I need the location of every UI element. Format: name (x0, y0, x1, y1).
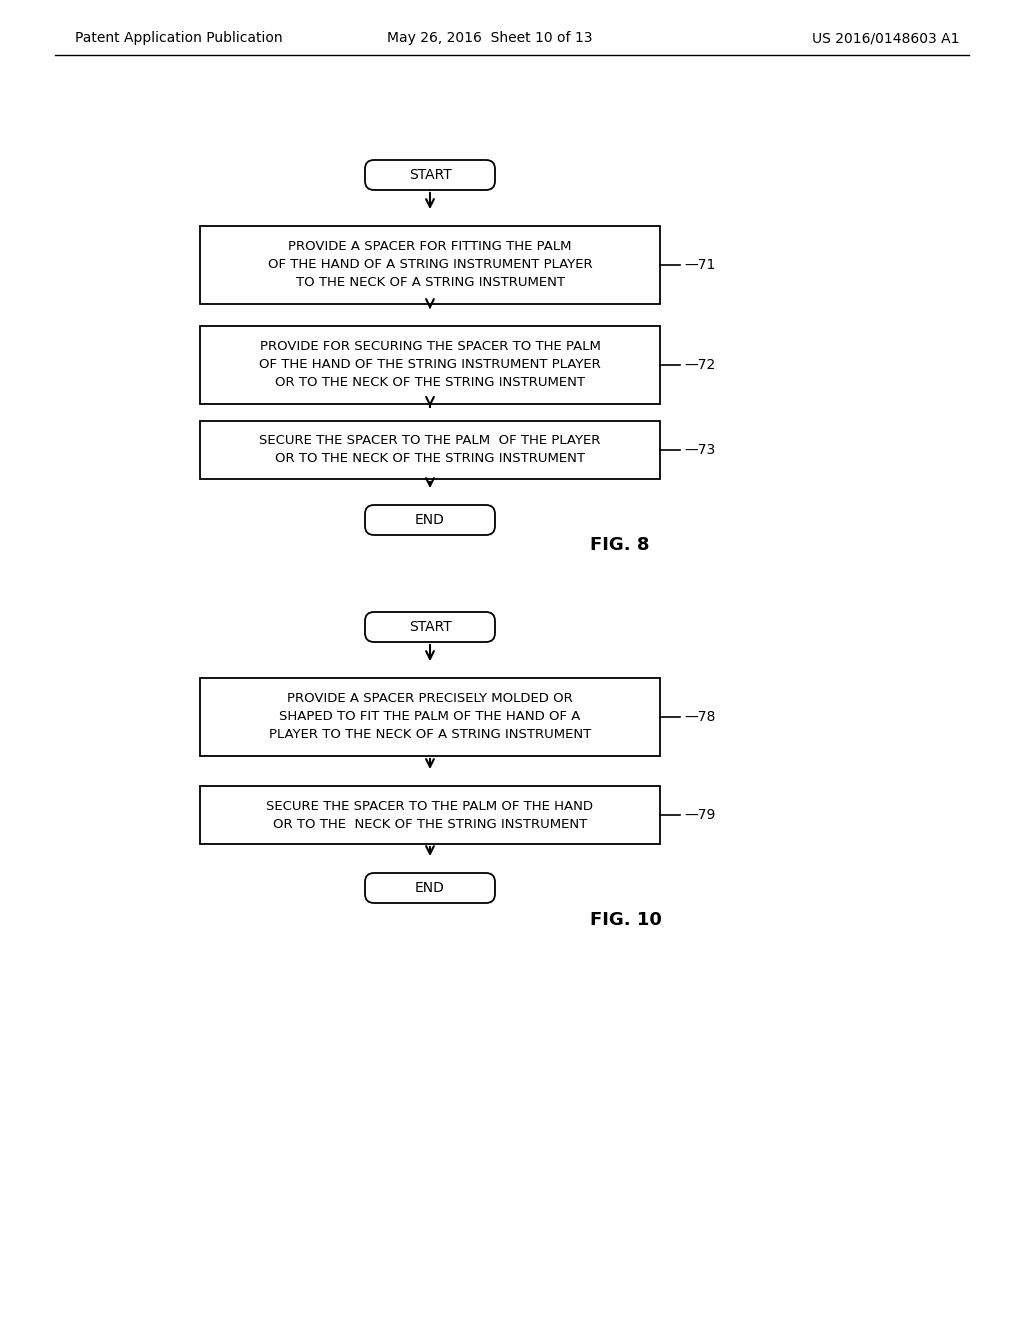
Text: —71: —71 (684, 257, 716, 272)
Text: PROVIDE A SPACER PRECISELY MOLDED OR
SHAPED TO FIT THE PALM OF THE HAND OF A
PLA: PROVIDE A SPACER PRECISELY MOLDED OR SHA… (269, 693, 591, 742)
Text: PROVIDE A SPACER FOR FITTING THE PALM
OF THE HAND OF A STRING INSTRUMENT PLAYER
: PROVIDE A SPACER FOR FITTING THE PALM OF… (267, 240, 592, 289)
Text: START: START (409, 168, 452, 182)
Text: FIG. 10: FIG. 10 (590, 911, 662, 929)
Text: Patent Application Publication: Patent Application Publication (75, 30, 283, 45)
Text: —79: —79 (684, 808, 716, 822)
Text: US 2016/0148603 A1: US 2016/0148603 A1 (812, 30, 961, 45)
Text: —78: —78 (684, 710, 716, 723)
Text: SECURE THE SPACER TO THE PALM OF THE HAND
OR TO THE  NECK OF THE STRING INSTRUME: SECURE THE SPACER TO THE PALM OF THE HAN… (266, 800, 594, 830)
Text: May 26, 2016  Sheet 10 of 13: May 26, 2016 Sheet 10 of 13 (387, 30, 593, 45)
Bar (200, 421, 660, 479)
FancyBboxPatch shape (365, 873, 495, 903)
Text: SECURE THE SPACER TO THE PALM  OF THE PLAYER
OR TO THE NECK OF THE STRING INSTRU: SECURE THE SPACER TO THE PALM OF THE PLA… (259, 434, 601, 466)
Bar (200, 678, 660, 756)
Bar (200, 226, 660, 304)
Text: START: START (409, 620, 452, 634)
Text: FIG. 8: FIG. 8 (590, 536, 649, 554)
Text: END: END (415, 513, 445, 527)
Bar (200, 785, 660, 843)
Text: —72: —72 (684, 358, 715, 372)
Text: —73: —73 (684, 444, 715, 457)
Text: END: END (415, 880, 445, 895)
FancyBboxPatch shape (365, 506, 495, 535)
Bar (200, 326, 660, 404)
FancyBboxPatch shape (365, 612, 495, 642)
Text: PROVIDE FOR SECURING THE SPACER TO THE PALM
OF THE HAND OF THE STRING INSTRUMENT: PROVIDE FOR SECURING THE SPACER TO THE P… (259, 341, 601, 389)
FancyBboxPatch shape (365, 160, 495, 190)
